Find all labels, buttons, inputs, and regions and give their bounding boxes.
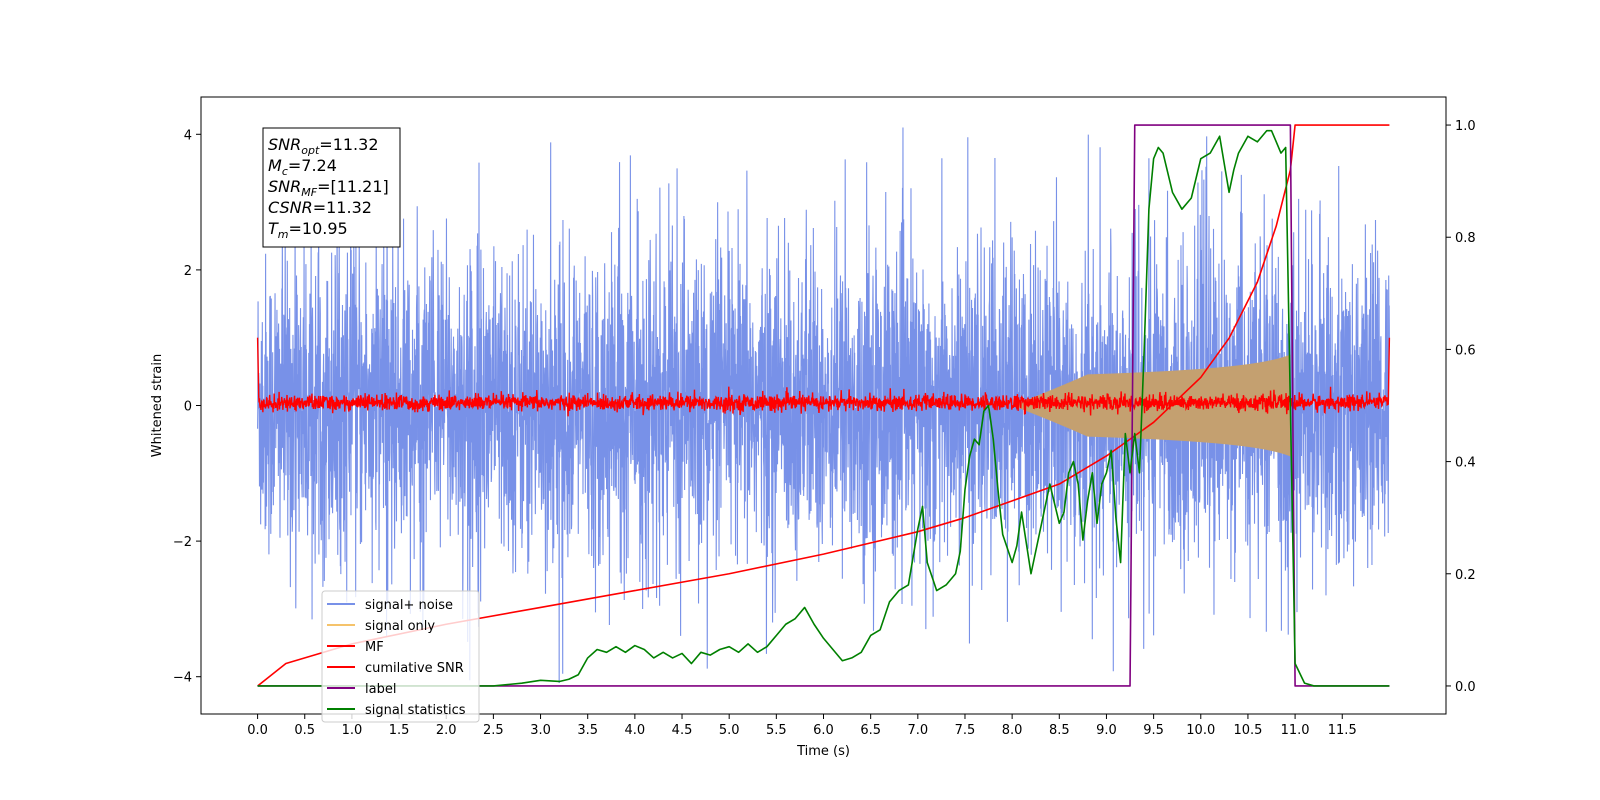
annotation-value: =11.32 [319,135,378,154]
x-tick-label: 6.0 [813,723,834,738]
y-tick-label: 0 [184,400,192,415]
series-mf [256,337,1391,417]
plot-area [256,124,1391,687]
x-tick-label: 1.5 [389,723,410,738]
series-signal-statistics [257,129,1390,687]
annotation-symbol: M [268,156,282,175]
x-tick-label: 10.5 [1233,723,1262,738]
x-tick-label: 9.5 [1143,723,1164,738]
annotation-value: =10.95 [289,219,348,238]
annotation-subscript: MF [301,186,317,199]
annotation-line: CSNR=11.32 [268,198,372,217]
annotation-line: SNRopt=11.32 [268,135,379,157]
x-tick-label: 3.0 [530,723,551,738]
annotation-symbol: SNR [268,177,301,196]
x-tick-label: 4.5 [672,723,693,738]
series-label [257,124,1390,687]
y2-tick-label: 0.0 [1455,680,1476,695]
x-tick-label: 10.0 [1186,723,1215,738]
x-tick-label: 0.5 [294,723,315,738]
legend-entry: cumilative SNR [365,661,464,676]
y-tick-label: −2 [173,535,192,550]
annotation-symbol: CSNR [268,198,313,217]
x-tick-label: 2.0 [436,723,457,738]
x-tick-label: 5.5 [766,723,787,738]
annotation-line: SNRMF=[11.21] [268,177,389,199]
y-axis-label: Whitened strain [150,354,165,457]
annotation-value: =7.24 [288,156,337,175]
annotation-frame [262,127,401,248]
x-tick-label: 9.0 [1096,723,1117,738]
y2-tick-label: 0.4 [1455,456,1476,471]
legend-entry: MF [365,640,384,655]
x-tick-label: 2.5 [483,723,504,738]
annotation-line: Mc=7.24 [268,156,337,178]
legend-entry: signal statistics [365,703,466,718]
annotation-box: SNRopt=11.32Mc=7.24SNRMF=[11.21]CSNR=11.… [262,127,401,248]
x-tick-label: 5.0 [719,723,740,738]
x-tick-label: 8.5 [1049,723,1070,738]
annotation-subscript: c [282,165,288,178]
y-tick-label: 4 [184,128,192,143]
y-tick-label: 2 [184,264,192,279]
annotation-line: Tm=10.95 [268,219,348,241]
x-tick-label: 11.5 [1328,723,1357,738]
y2-tick-label: 0.8 [1455,231,1476,246]
annotation-symbol: T [268,219,279,238]
x-tick-label: 4.0 [625,723,646,738]
x-tick-label: 8.0 [1002,723,1023,738]
legend-entry: signal+ noise [365,598,453,613]
axes: 0.0 0.5 1.0 1.5 2.0 2.5 3.0 3.5 4.0 4.5 5.0 5.5 6.0 6… [150,96,1476,759]
annotation-subscript: m [278,228,289,241]
annotation-value: =[11.21] [317,177,389,196]
legend: signal+ noise signal only MF cumilative SNR… [321,590,480,723]
y2-tick-label: 0.2 [1455,568,1476,583]
y2-tick-label: 1.0 [1455,119,1476,134]
x-tick-label: 1.0 [342,723,363,738]
x-tick-label: 7.5 [955,723,976,738]
x-tick-label: 7.0 [907,723,928,738]
x-tick-label: 6.5 [860,723,881,738]
y2-tick-label: 0.6 [1455,343,1476,358]
annotation-subscript: opt [301,144,320,157]
x-tick-label: 0.0 [247,723,268,738]
y-tick-label: −4 [173,671,192,686]
x-axis-label: Time (s) [796,744,850,759]
x-tick-label: 11.0 [1281,723,1310,738]
annotation-value: =11.32 [313,198,372,217]
x-tick-label: 3.5 [577,723,598,738]
annotation-symbol: SNR [268,135,301,154]
legend-entry: label [365,682,396,697]
legend-frame [321,590,480,723]
legend-entry: signal only [365,619,435,634]
